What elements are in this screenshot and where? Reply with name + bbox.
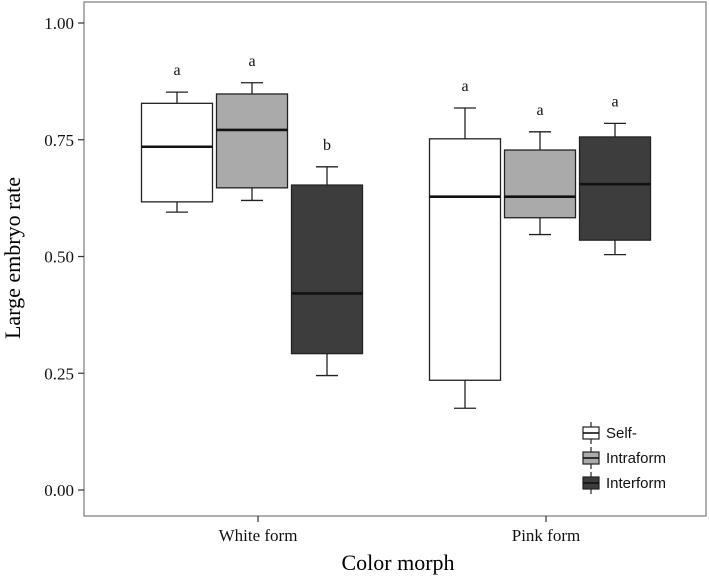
significance-letter: b [323,137,331,154]
x-tick-label: White form [219,526,298,545]
legend-label: Self- [606,425,637,442]
legend-label: Intraform [606,450,666,467]
y-tick-label: 0.00 [44,481,74,500]
box-intraform-white-form: a [215,53,289,202]
x-tick-label: Pink form [512,526,580,545]
significance-letter: a [173,62,180,79]
legend-label: Interform [606,475,666,492]
iqr-box [428,138,502,381]
x-axis: White form Pink form [219,516,580,545]
x-axis-title: Color morph [341,550,454,575]
y-tick-label: 0.25 [44,364,74,383]
iqr-box [140,102,214,203]
y-axis-title: Large embryo rate [0,177,25,339]
y-axis: 0.00 0.25 0.50 0.75 1.00 [44,14,84,500]
box-interform-white-form: b [290,137,364,377]
box-self-white-form: a [140,62,214,213]
plot-panel [83,1,707,517]
legend: Self- Intraform Interform [582,422,666,494]
box-interform-pink-form: a [578,93,652,256]
significance-letter: a [536,102,543,119]
boxes: a a a a b a [140,53,652,409]
y-tick-label: 0.50 [44,248,74,267]
legend-item: Intraform [582,447,666,469]
iqr-box [578,136,652,241]
y-tick-label: 1.00 [44,14,74,33]
significance-letter: a [248,53,255,70]
iqr-box [215,93,289,189]
legend-item: Interform [582,472,666,494]
y-tick-label: 0.75 [44,131,74,150]
iqr-box [503,149,577,219]
significance-letter: a [611,93,618,110]
legend-item: Self- [582,422,637,444]
significance-letter: a [461,78,468,95]
box-intraform-pink-form: a [503,102,577,236]
iqr-box [290,184,364,355]
box-self-pink-form: a [428,78,502,409]
